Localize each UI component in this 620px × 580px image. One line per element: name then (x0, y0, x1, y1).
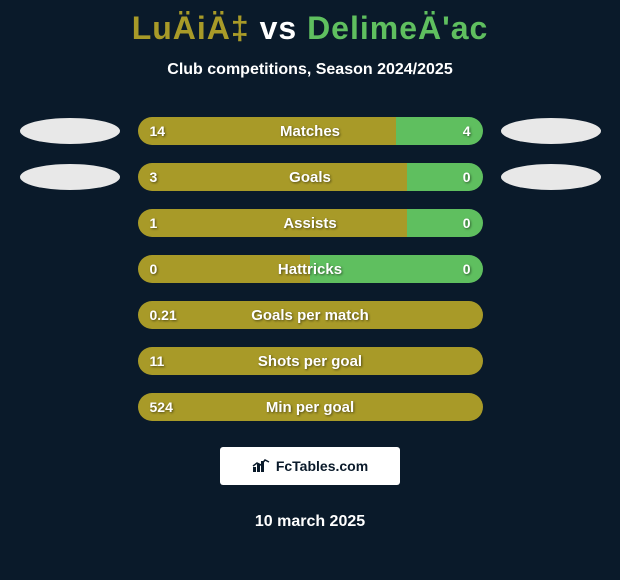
stat-row: 00Hattricks (0, 255, 620, 283)
stat-bar: 144Matches (138, 117, 483, 145)
side-placeholder (501, 210, 601, 236)
side-placeholder (501, 348, 601, 374)
stat-bar: 30Goals (138, 163, 483, 191)
stat-row: 30Goals (0, 163, 620, 191)
stat-label: Goals per match (138, 301, 483, 329)
chart-icon (252, 459, 270, 473)
stat-label: Goals (138, 163, 483, 191)
stat-rows: 144Matches 30Goals 10Assists 00Hattricks 0.2… (0, 117, 620, 421)
stat-label: Hattricks (138, 255, 483, 283)
comparison-title: LuÄiÄ‡ vs DelimeÄ'ac (0, 0, 620, 47)
player-left-name: LuÄiÄ‡ (132, 10, 250, 46)
side-placeholder (20, 256, 120, 282)
stat-label: Matches (138, 117, 483, 145)
stat-label: Assists (138, 209, 483, 237)
player-left-marker (20, 164, 120, 190)
stat-bar: 00Hattricks (138, 255, 483, 283)
title-vs: vs (260, 10, 298, 46)
watermark-text: FcTables.com (276, 458, 368, 474)
stat-row: 10Assists (0, 209, 620, 237)
stat-row: 524Min per goal (0, 393, 620, 421)
stat-row: 0.21Goals per match (0, 301, 620, 329)
player-right-name: DelimeÄ'ac (307, 10, 488, 46)
stat-bar: 11Shots per goal (138, 347, 483, 375)
side-placeholder (20, 302, 120, 328)
stat-bar: 0.21Goals per match (138, 301, 483, 329)
side-placeholder (501, 302, 601, 328)
subtitle: Club competitions, Season 2024/2025 (0, 61, 620, 79)
stat-label: Min per goal (138, 393, 483, 421)
comparison-date: 10 march 2025 (0, 513, 620, 531)
side-placeholder (20, 210, 120, 236)
player-right-marker (501, 118, 601, 144)
player-right-marker (501, 164, 601, 190)
stat-bar: 524Min per goal (138, 393, 483, 421)
stat-row: 11Shots per goal (0, 347, 620, 375)
side-placeholder (501, 256, 601, 282)
watermark-badge: FcTables.com (220, 447, 400, 485)
stat-row: 144Matches (0, 117, 620, 145)
player-left-marker (20, 118, 120, 144)
stat-bar: 10Assists (138, 209, 483, 237)
side-placeholder (20, 394, 120, 420)
side-placeholder (501, 394, 601, 420)
side-placeholder (20, 348, 120, 374)
stat-label: Shots per goal (138, 347, 483, 375)
